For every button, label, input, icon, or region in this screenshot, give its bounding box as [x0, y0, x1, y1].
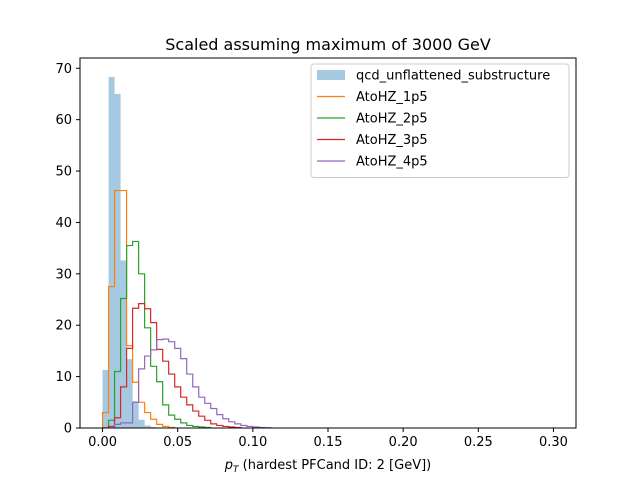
y-tick-label-4: 40 — [55, 216, 72, 231]
x-tick-label-1: 0.05 — [163, 435, 192, 450]
y-tick-label-1: 10 — [55, 370, 72, 385]
atohz-3p5-step-line — [102, 303, 242, 428]
qcd-unflattened-substructure-bar-4 — [126, 359, 133, 428]
qcd-unflattened-substructure-bar-3 — [120, 260, 127, 428]
x-axis-label-subscript: T — [233, 465, 240, 475]
qcd-unflattened-substructure-bar-5 — [132, 401, 139, 428]
qcd-unflattened-substructure-bar-8 — [150, 426, 157, 428]
series-layer — [101, 77, 272, 428]
x-axis-label: pT (hardest PFCand ID: 2 [GeV]) — [224, 458, 431, 475]
y-tick-label-2: 20 — [55, 319, 72, 334]
x-tick-label-2: 0.10 — [238, 435, 267, 450]
x-axis-ticks: 0.00 0.05 0.10 0.15 0.20 0.25 0.30 — [88, 428, 568, 450]
x-axis-label-main: p — [224, 458, 233, 473]
y-tick-label-5: 50 — [55, 165, 72, 180]
x-axis-label-rest: (hardest PFCand ID: 2 [GeV]) — [239, 458, 432, 473]
legend-label-atohz-4p5: AtoHZ_4p5 — [356, 155, 428, 170]
x-tick-label-6: 0.30 — [539, 435, 568, 450]
y-tick-label-3: 30 — [55, 267, 72, 282]
atohz-2p5-step-line — [102, 240, 212, 428]
x-tick-label-4: 0.20 — [389, 435, 418, 450]
x-tick-label-5: 0.25 — [464, 435, 493, 450]
qcd-unflattened-substructure-bar-7 — [144, 425, 151, 428]
y-tick-label-7: 70 — [55, 62, 72, 77]
legend-label-qcd-unflattened-substructure: qcd_unflattened_substructure — [356, 69, 550, 84]
qcd-unflattened-substructure-bar-0 — [102, 369, 109, 428]
y-tick-label-0: 0 — [64, 422, 72, 437]
qcd-unflattened-substructure-bar-1 — [108, 77, 115, 428]
x-tick-label-0: 0.00 — [88, 435, 117, 450]
atohz-4p5-step-line — [102, 338, 272, 428]
x-tick-label-3: 0.15 — [314, 435, 343, 450]
legend-label-atohz-2p5: AtoHZ_2p5 — [356, 112, 428, 127]
legend-frame — [310, 63, 570, 178]
qcd-unflattened-substructure-bar-6 — [138, 419, 145, 428]
y-axis-ticks: 0 10 20 30 40 50 60 70 — [55, 62, 80, 437]
plot-area — [79, 57, 577, 429]
legend-swatch-qcd-unflattened-substructure — [317, 70, 345, 80]
legend: qcd_unflattened_substructure AtoHZ_1p5 Ato… — [310, 63, 570, 178]
legend-label-atohz-3p5: AtoHZ_3p5 — [356, 133, 428, 148]
qcd-unflattened-substructure-bar-2 — [114, 93, 121, 428]
legend-label-atohz-1p5: AtoHZ_1p5 — [356, 90, 428, 105]
chart-title: Scaled assuming maximum of 3000 GeV — [165, 35, 491, 54]
y-tick-label-6: 60 — [55, 113, 72, 128]
